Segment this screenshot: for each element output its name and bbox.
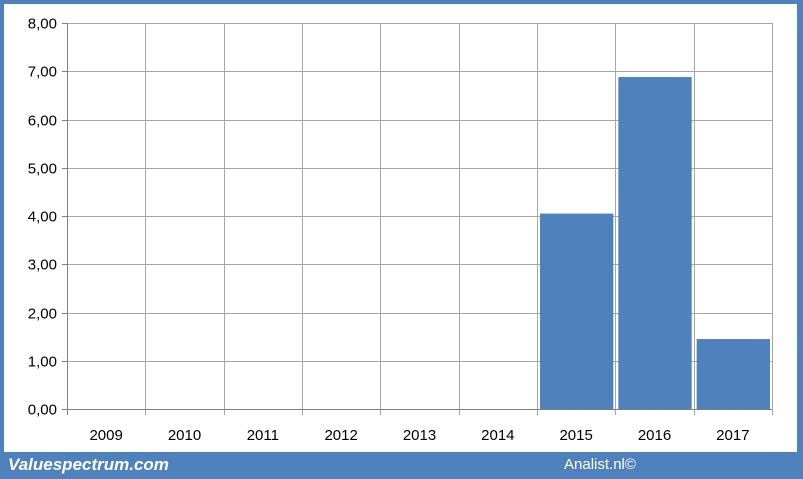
x-tick-label: 2017 xyxy=(716,427,749,444)
bar-2017 xyxy=(696,339,770,409)
y-tick-label: 5,00 xyxy=(28,161,57,178)
x-tick-label: 2011 xyxy=(247,427,279,444)
x-tick-label: 2015 xyxy=(559,427,592,444)
axes xyxy=(62,23,772,415)
bar-2016 xyxy=(618,77,692,409)
x-tick-label: 2010 xyxy=(168,427,201,444)
x-tick-label: 2009 xyxy=(89,427,122,444)
bar-2015 xyxy=(540,213,614,409)
y-tick-label: 8,00 xyxy=(28,16,57,33)
y-tick-label: 7,00 xyxy=(28,64,57,81)
y-tick-label: 2,00 xyxy=(28,306,57,323)
x-tick-label: 2016 xyxy=(638,427,671,444)
x-tick-label: 2014 xyxy=(481,427,514,444)
x-tick-labels: 2009 2010 2011 2012 2013 2014 2015 2016 2017 xyxy=(89,427,749,444)
source-label-valuespectrum: Valuespectrum.com xyxy=(8,455,169,474)
y-tick-labels: 0,00 1,00 2,00 3,00 4,00 5,00 6,00 7,00 8,00 xyxy=(28,16,57,419)
y-tick-label: 3,00 xyxy=(28,257,57,274)
source-label-analist: Analist.nl© xyxy=(564,456,636,473)
y-tick-label: 0,00 xyxy=(28,402,57,419)
y-tick-label: 4,00 xyxy=(28,209,57,226)
x-tick-label: 2013 xyxy=(403,427,436,444)
grid-lines xyxy=(67,23,773,415)
y-tick-label: 1,00 xyxy=(28,354,57,371)
y-tick-label: 6,00 xyxy=(28,113,57,130)
x-tick-label: 2012 xyxy=(324,427,357,444)
bars xyxy=(540,77,770,409)
